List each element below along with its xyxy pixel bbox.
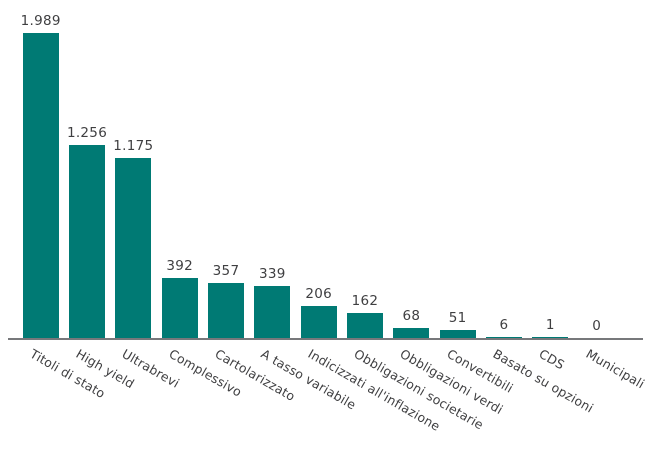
value-label-municipali: 0	[592, 318, 602, 334]
bar-basato-su-opzioni	[486, 337, 522, 338]
bar-titoli-di-stato	[22, 33, 59, 338]
value-label-cds: 1	[545, 317, 555, 334]
bar-high-yield	[69, 145, 106, 338]
bar-convertibili	[439, 330, 476, 338]
value-label-ultrabrevi: 1.175	[113, 137, 154, 154]
bar-ultrabrevi	[115, 157, 152, 338]
bar-complessivo	[161, 277, 198, 338]
value-label-obbligazioni-verdi: 68	[402, 307, 421, 324]
value-label-cartolarizzato: 357	[212, 263, 240, 280]
bar-cartolarizzato	[208, 283, 245, 338]
value-label-titoli-di-stato: 1.989	[20, 13, 61, 29]
value-label-a-tasso-variabile: 339	[259, 266, 286, 283]
value-label-indicizzati-all-inflazione: 206	[305, 286, 332, 303]
bar-obbligazioni-verdi	[393, 327, 430, 338]
category-label-cds: CDS	[536, 346, 568, 373]
x-axis-line	[8, 338, 643, 340]
value-label-basato-su-opzioni: 6	[499, 317, 509, 334]
bar-a-tasso-variabile	[254, 286, 291, 338]
value-label-high-yield: 1.256	[66, 125, 108, 142]
bar-obbligazioni-societarie	[347, 313, 383, 338]
value-label-obbligazioni-societarie: 162	[351, 293, 379, 310]
category-label-municipali: Municipali	[583, 346, 647, 392]
bar-indicizzati-all-inflazione	[300, 306, 337, 338]
value-label-convertibili: 51	[448, 310, 467, 327]
value-label-complessivo: 392	[166, 257, 194, 274]
bar-cds	[532, 337, 569, 338]
